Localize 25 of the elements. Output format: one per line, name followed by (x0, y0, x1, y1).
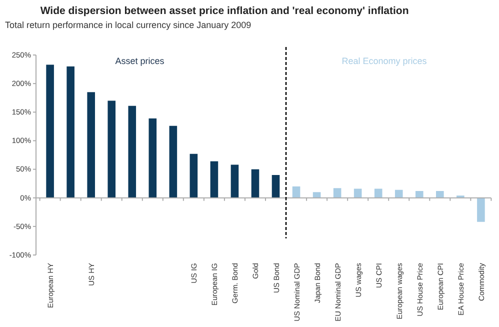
annotation: Asset prices (115, 56, 165, 66)
bar (210, 161, 218, 198)
bar (272, 175, 280, 198)
chart-subtitle: Total return performance in local currency since January 2009 (5, 20, 252, 30)
bar (251, 169, 260, 198)
bar (148, 118, 157, 198)
bar (108, 100, 116, 198)
chart-title: Wide dispersion between asset price inflation and 'real economy' inflation (40, 5, 409, 17)
bar (333, 188, 342, 198)
bar (374, 188, 382, 198)
bar (436, 191, 444, 198)
bar (87, 92, 95, 198)
bar (477, 198, 485, 222)
bar (190, 154, 198, 198)
bar (354, 188, 362, 198)
bar (169, 126, 178, 198)
bar (66, 66, 74, 198)
bar (394, 190, 403, 198)
bar (415, 191, 424, 198)
bar (312, 192, 321, 198)
annotation: Real Economy prices (342, 56, 428, 66)
bar (230, 164, 239, 198)
bar (128, 106, 136, 198)
bar (292, 186, 300, 198)
bar (46, 64, 54, 198)
